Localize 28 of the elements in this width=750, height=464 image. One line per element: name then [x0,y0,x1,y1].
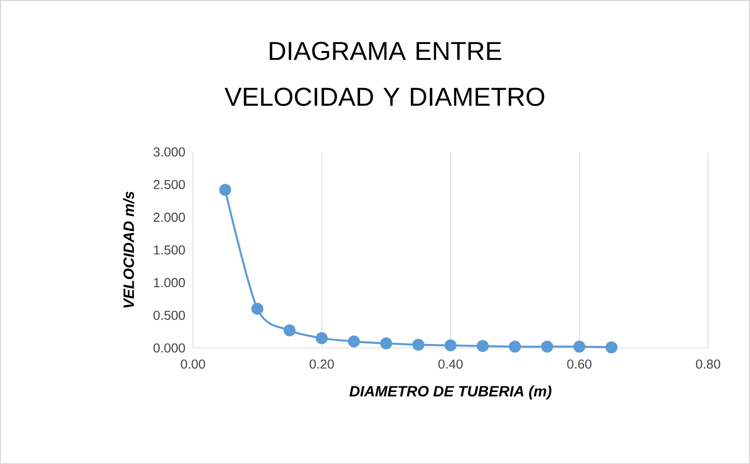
y-axis-title: VELOCIDAD m/s [123,192,134,308]
point [444,339,457,352]
point [380,337,392,350]
point [251,302,264,315]
y-tick-label: 0.500 [154,310,185,320]
y-tick-label: 1.000 [154,278,185,288]
point [412,338,424,351]
point [573,340,586,353]
point [284,324,296,336]
y-tick-label: 2.500 [154,180,185,190]
point [606,341,618,354]
point [316,332,328,344]
y-tick-label: 3.000 [154,147,185,157]
y-tick-label: 2.000 [154,212,185,222]
point [219,184,232,196]
y-tick-label: 1.500 [154,245,185,255]
x-tick-label: 0.40 [438,360,463,369]
y-tick-label: 0.000 [154,343,185,353]
x-tick-label: 0.80 [696,360,720,369]
x-axis-title: DIAMETRO DE TUBERIA (m) [349,386,552,400]
point [541,340,554,353]
x-tick-label: 0.60 [567,360,592,369]
x-tick-label: 0.20 [310,360,334,369]
x-tick-label: 0.00 [180,360,206,369]
point [348,335,360,348]
chart-title: DIAGRAMA ENTRE VELOCIDAD Y DIAMETRO [224,42,544,106]
point [508,340,521,353]
point [476,340,489,352]
